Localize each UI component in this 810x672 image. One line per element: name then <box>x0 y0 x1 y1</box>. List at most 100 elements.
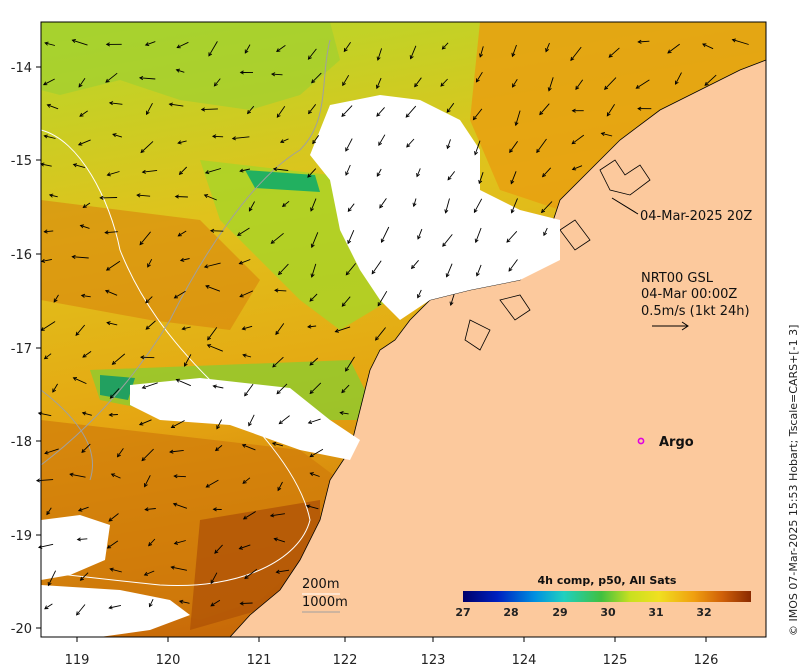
current-vector <box>44 448 59 454</box>
lat-tick: -18 <box>11 435 32 450</box>
current-vector-head <box>341 112 346 117</box>
current-vector-head <box>308 110 312 115</box>
current-vector-head <box>545 48 549 53</box>
current-vector-head <box>667 49 672 54</box>
current-vector-head <box>510 180 515 185</box>
current-vector-head <box>110 473 116 478</box>
current-vector-head <box>309 389 314 395</box>
current-vector <box>242 354 252 358</box>
current-vector-head <box>173 540 179 545</box>
current-vector <box>239 290 254 298</box>
current-vector <box>442 42 449 50</box>
current-vector-head <box>138 75 144 81</box>
current-vector-head <box>76 537 81 542</box>
current-vector-head <box>345 271 350 276</box>
current-vector-head <box>345 367 349 372</box>
current-vector <box>446 102 455 113</box>
current-vector <box>572 165 583 170</box>
current-vector <box>345 138 353 152</box>
lon-tick: 121 <box>247 653 272 668</box>
current-vector-head <box>106 321 111 326</box>
current-vector <box>110 568 122 573</box>
current-vector-head <box>179 257 185 262</box>
current-vector-head <box>442 242 447 247</box>
current-vector <box>249 201 255 212</box>
current-vector <box>242 444 256 451</box>
current-vector-head <box>214 447 220 452</box>
current-vector <box>606 104 615 117</box>
current-vector <box>675 72 682 85</box>
contour-1000m <box>40 39 331 481</box>
current-vector-head <box>547 87 552 92</box>
current-vector-head <box>409 55 414 60</box>
current-vector <box>175 196 188 198</box>
current-vector-head <box>79 224 85 229</box>
current-vector <box>571 134 585 145</box>
current-vector-head <box>446 108 451 113</box>
current-vector-head <box>606 112 611 117</box>
current-vector-head <box>242 353 247 358</box>
current-vector-head <box>475 272 480 277</box>
contour-1000m-label: 1000m <box>302 595 348 610</box>
lat-tick: -14 <box>11 61 32 76</box>
current-vector-head <box>608 53 613 58</box>
current-vector-head <box>238 260 243 265</box>
current-vector-head <box>275 569 280 574</box>
current-vector <box>347 230 355 244</box>
current-vector-head <box>510 209 515 214</box>
lat-tick: -19 <box>11 529 32 544</box>
current-vector-head <box>112 133 117 138</box>
current-vector-head <box>81 448 86 453</box>
current-vector-head <box>109 394 114 399</box>
colorbar-tick: 27 <box>455 606 470 619</box>
current-vector-head <box>376 112 381 117</box>
current-vector-head <box>203 194 209 198</box>
current-vector <box>79 110 88 117</box>
current-vector <box>210 572 218 584</box>
current-vector <box>345 164 351 176</box>
current-vector <box>445 198 450 213</box>
lon-tick: 122 <box>333 653 358 668</box>
current-vector-head <box>210 602 215 607</box>
lat-tick: -15 <box>11 154 32 169</box>
current-vector-head <box>214 549 219 554</box>
current-vector <box>308 104 317 114</box>
swath-time-label: 04-Mar-2025 20Z <box>640 209 752 224</box>
current-vector-head <box>511 52 516 58</box>
current-vector-head <box>377 302 382 307</box>
current-vector <box>147 258 153 268</box>
current-vector <box>82 412 92 416</box>
lat-tick: -17 <box>11 342 32 357</box>
current-vector <box>109 414 118 416</box>
current-vector <box>215 445 223 451</box>
current-vector <box>541 201 553 213</box>
current-vector-head <box>80 293 86 298</box>
current-vector <box>49 194 58 198</box>
current-vector-head <box>105 78 110 83</box>
current-vector <box>278 263 289 275</box>
current-vector-head <box>414 83 419 88</box>
current-vector <box>140 141 154 153</box>
current-vector <box>508 259 518 272</box>
current-vector-head <box>345 171 349 176</box>
current-vector-head <box>108 605 113 610</box>
current-vector-head <box>277 486 282 492</box>
current-vector <box>149 599 154 607</box>
current-vector <box>335 326 351 333</box>
current-vector-head <box>274 288 279 293</box>
current-vector <box>41 258 52 262</box>
current-vector <box>271 73 283 76</box>
current-vector-head <box>309 361 314 366</box>
current-vector <box>309 293 318 302</box>
current-vector <box>543 227 548 236</box>
current-vector-head <box>406 143 411 148</box>
current-vector-head <box>241 443 247 448</box>
current-vector-head <box>272 167 278 172</box>
current-vector-head <box>309 297 314 302</box>
current-vector-head <box>272 363 277 368</box>
current-vector-head <box>242 515 248 520</box>
current-vector <box>306 505 319 510</box>
current-vector-head <box>42 81 48 86</box>
current-vector <box>239 544 251 550</box>
current-vector <box>105 231 118 234</box>
